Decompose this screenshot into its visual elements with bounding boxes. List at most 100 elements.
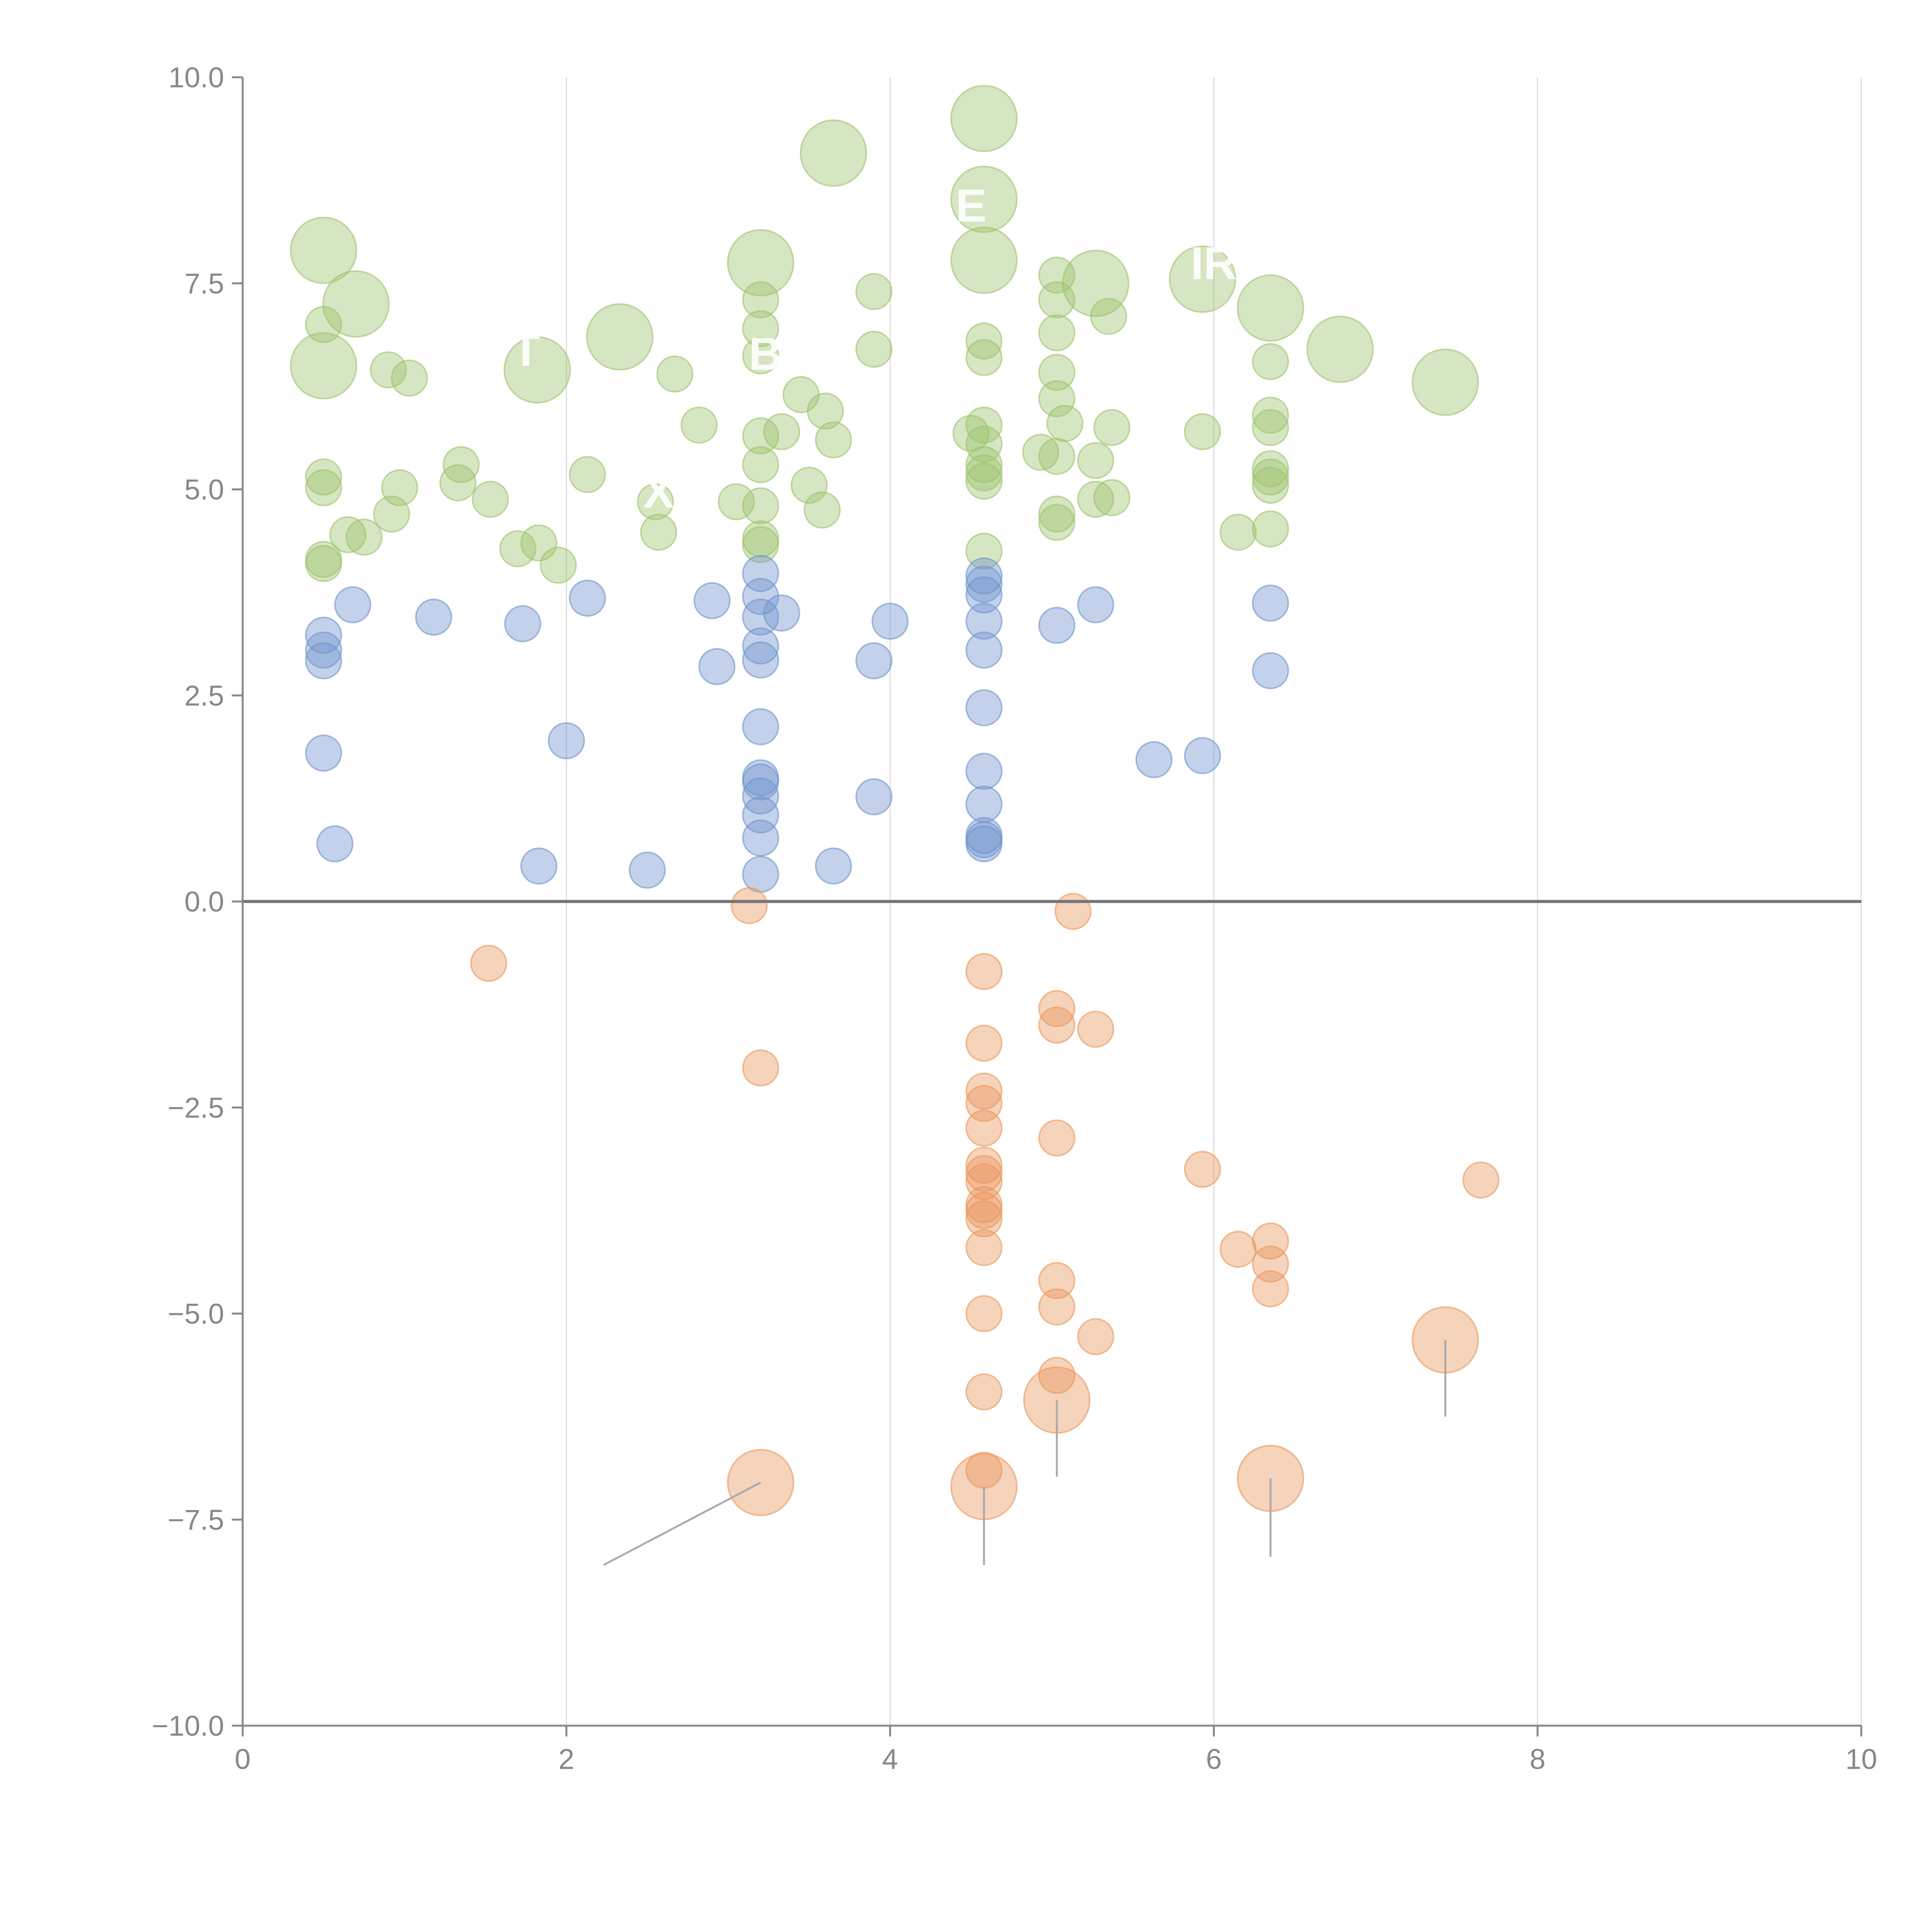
bubble-green xyxy=(637,483,674,520)
bubble-green xyxy=(586,303,654,371)
bubble-green xyxy=(742,337,779,374)
bubble-green xyxy=(965,446,1003,483)
overlay-label: E xyxy=(956,180,986,231)
bubble-green xyxy=(329,516,367,553)
bubble-green xyxy=(381,469,418,507)
x-tick-label: 8 xyxy=(1530,1743,1546,1775)
bubble-green xyxy=(503,336,571,404)
bubble-green xyxy=(1077,442,1114,479)
bubble-orange xyxy=(965,1295,1003,1332)
bubble-blue xyxy=(742,578,779,615)
bubble-blue xyxy=(815,847,852,885)
y-tick-label: 2.5 xyxy=(184,680,224,712)
x-tick-label: 10 xyxy=(1845,1743,1877,1775)
bubble-orange xyxy=(965,1155,1003,1192)
bubble-green xyxy=(965,463,1003,500)
bubble-orange xyxy=(731,887,768,924)
bubble-green xyxy=(855,330,893,368)
bubble-blue xyxy=(763,594,800,632)
bubble-green xyxy=(965,322,1003,360)
bubble-blue xyxy=(334,586,371,624)
bubble-green xyxy=(807,392,844,430)
bubble-green xyxy=(1252,510,1289,548)
bubble-blue xyxy=(504,605,541,643)
bubble-green xyxy=(1038,380,1076,417)
y-tick-label: −7.5 xyxy=(168,1504,224,1536)
bubble-blue xyxy=(965,602,1003,640)
bubble-green xyxy=(680,406,718,444)
bubble-green xyxy=(718,483,755,520)
axis-layer: −10.0 −7.5 −5.0 −2.5 0.0 2.5 5.0 7.5 10.0 0 2 4 6 8 10 xyxy=(152,61,1877,1775)
bubble-blue xyxy=(548,722,585,760)
bubble-green xyxy=(1038,503,1076,541)
bubble-blue xyxy=(965,631,1003,669)
bubble-green xyxy=(391,359,428,397)
y-tick-label: 10.0 xyxy=(168,61,224,94)
bubble-blue xyxy=(742,555,779,592)
bubble-green xyxy=(1062,250,1129,317)
bubble-blue xyxy=(855,642,893,680)
bubble-orange xyxy=(965,1192,1003,1229)
bubble-blue xyxy=(855,778,893,816)
y-tick-label: −2.5 xyxy=(168,1092,224,1124)
bubble-blue xyxy=(1038,607,1076,644)
bubble-orange xyxy=(1252,1270,1289,1308)
bubble-blue xyxy=(742,855,779,893)
bubble-green xyxy=(290,332,357,400)
bubble-blue xyxy=(965,752,1003,790)
bubble-green xyxy=(799,119,867,187)
bubble-blue xyxy=(305,617,342,654)
bubble-green xyxy=(855,273,893,310)
bubble-blue xyxy=(742,708,779,745)
bubble-green xyxy=(1093,479,1131,516)
bubble-green xyxy=(1252,343,1289,380)
overlay-label: X xyxy=(643,466,674,517)
bubble-orange xyxy=(1184,1151,1221,1188)
bubble-orange xyxy=(965,1146,1003,1184)
bubble-orange xyxy=(1077,1010,1114,1048)
bubble-orange xyxy=(1038,990,1076,1027)
bubble-green xyxy=(1306,315,1374,383)
bubble-green xyxy=(322,270,390,338)
bubble-orange xyxy=(1219,1231,1257,1268)
y-tick-label: 5.0 xyxy=(184,474,224,506)
bubble-green xyxy=(499,530,537,568)
bubble-orange xyxy=(1462,1161,1500,1199)
bubble-green xyxy=(727,229,794,297)
bubble-blue xyxy=(520,847,558,885)
annotation-layer xyxy=(603,1340,1446,1566)
x-tick-label: 0 xyxy=(235,1743,250,1775)
bubble-green xyxy=(965,454,1003,492)
bubble-orange xyxy=(1077,1318,1114,1355)
bubble-blue xyxy=(965,557,1003,595)
bubble-green xyxy=(656,355,694,393)
bubble-orange xyxy=(1038,1262,1076,1299)
bubble-orange xyxy=(1054,893,1092,930)
bubble-orange xyxy=(965,1200,1003,1238)
bubble-blue xyxy=(569,580,606,617)
bubble-green xyxy=(370,351,407,389)
bubble-green xyxy=(1168,245,1236,313)
bubble-green xyxy=(1236,274,1304,342)
bubble-orange xyxy=(1252,1222,1289,1260)
bubble-blue xyxy=(742,777,779,815)
bubble-green xyxy=(1252,409,1289,446)
bubble-blue xyxy=(742,796,779,834)
bubble-blue xyxy=(742,763,779,801)
series-layer xyxy=(290,85,1500,1520)
bubble-green xyxy=(1252,458,1289,496)
bubble-green xyxy=(952,415,990,452)
bubble-orange xyxy=(1038,1288,1076,1326)
bubble-blue xyxy=(1135,741,1173,779)
bubble-orange xyxy=(965,1109,1003,1147)
bubble-blue xyxy=(965,786,1003,823)
bubble-green xyxy=(950,226,1018,294)
bubble-green xyxy=(1038,314,1076,352)
label-layer: T B E IR X xyxy=(512,180,1237,517)
bubble-orange xyxy=(965,1373,1003,1411)
bubble-orange xyxy=(965,1072,1003,1110)
bubble-blue xyxy=(305,631,342,669)
bubble-green xyxy=(305,469,342,507)
bubble-green xyxy=(742,281,779,318)
